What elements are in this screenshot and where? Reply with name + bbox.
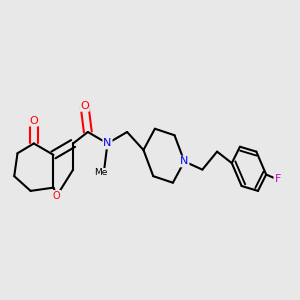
Text: Me: Me <box>94 168 108 177</box>
Text: N: N <box>103 139 112 148</box>
Text: O: O <box>53 191 61 201</box>
Text: F: F <box>274 174 281 184</box>
Text: O: O <box>80 101 89 111</box>
Text: O: O <box>29 116 38 126</box>
Text: N: N <box>180 157 188 166</box>
